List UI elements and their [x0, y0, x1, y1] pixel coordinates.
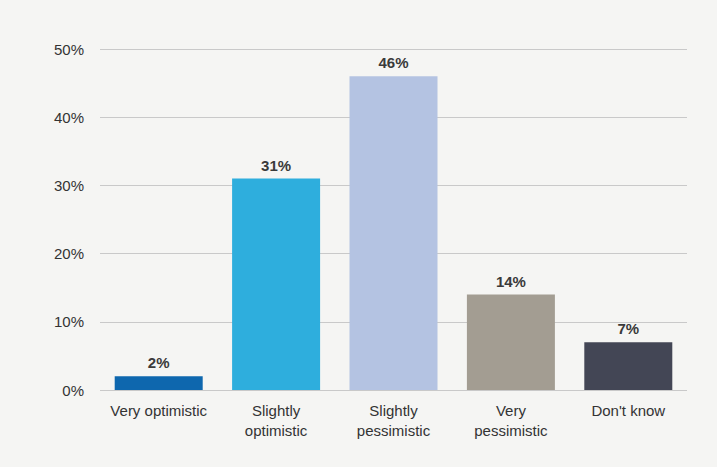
svg-text:optimistic: optimistic: [245, 422, 308, 439]
svg-text:2%: 2%: [148, 354, 170, 371]
svg-text:10%: 10%: [54, 313, 84, 330]
svg-text:Slightly: Slightly: [369, 402, 418, 419]
svg-text:20%: 20%: [54, 245, 84, 262]
svg-text:31%: 31%: [261, 157, 291, 174]
svg-text:Slightly: Slightly: [252, 402, 301, 419]
svg-text:0%: 0%: [62, 382, 84, 399]
svg-text:40%: 40%: [54, 109, 84, 126]
svg-text:Don't know: Don't know: [591, 402, 665, 419]
svg-text:Very optimistic: Very optimistic: [110, 402, 207, 419]
svg-text:46%: 46%: [378, 54, 408, 71]
svg-text:30%: 30%: [54, 177, 84, 194]
svg-text:14%: 14%: [496, 273, 526, 290]
svg-text:7%: 7%: [617, 320, 639, 337]
svg-text:50%: 50%: [54, 41, 84, 58]
svg-text:pessimistic: pessimistic: [474, 422, 548, 439]
svg-text:Very: Very: [496, 402, 527, 419]
svg-text:pessimistic: pessimistic: [357, 422, 431, 439]
